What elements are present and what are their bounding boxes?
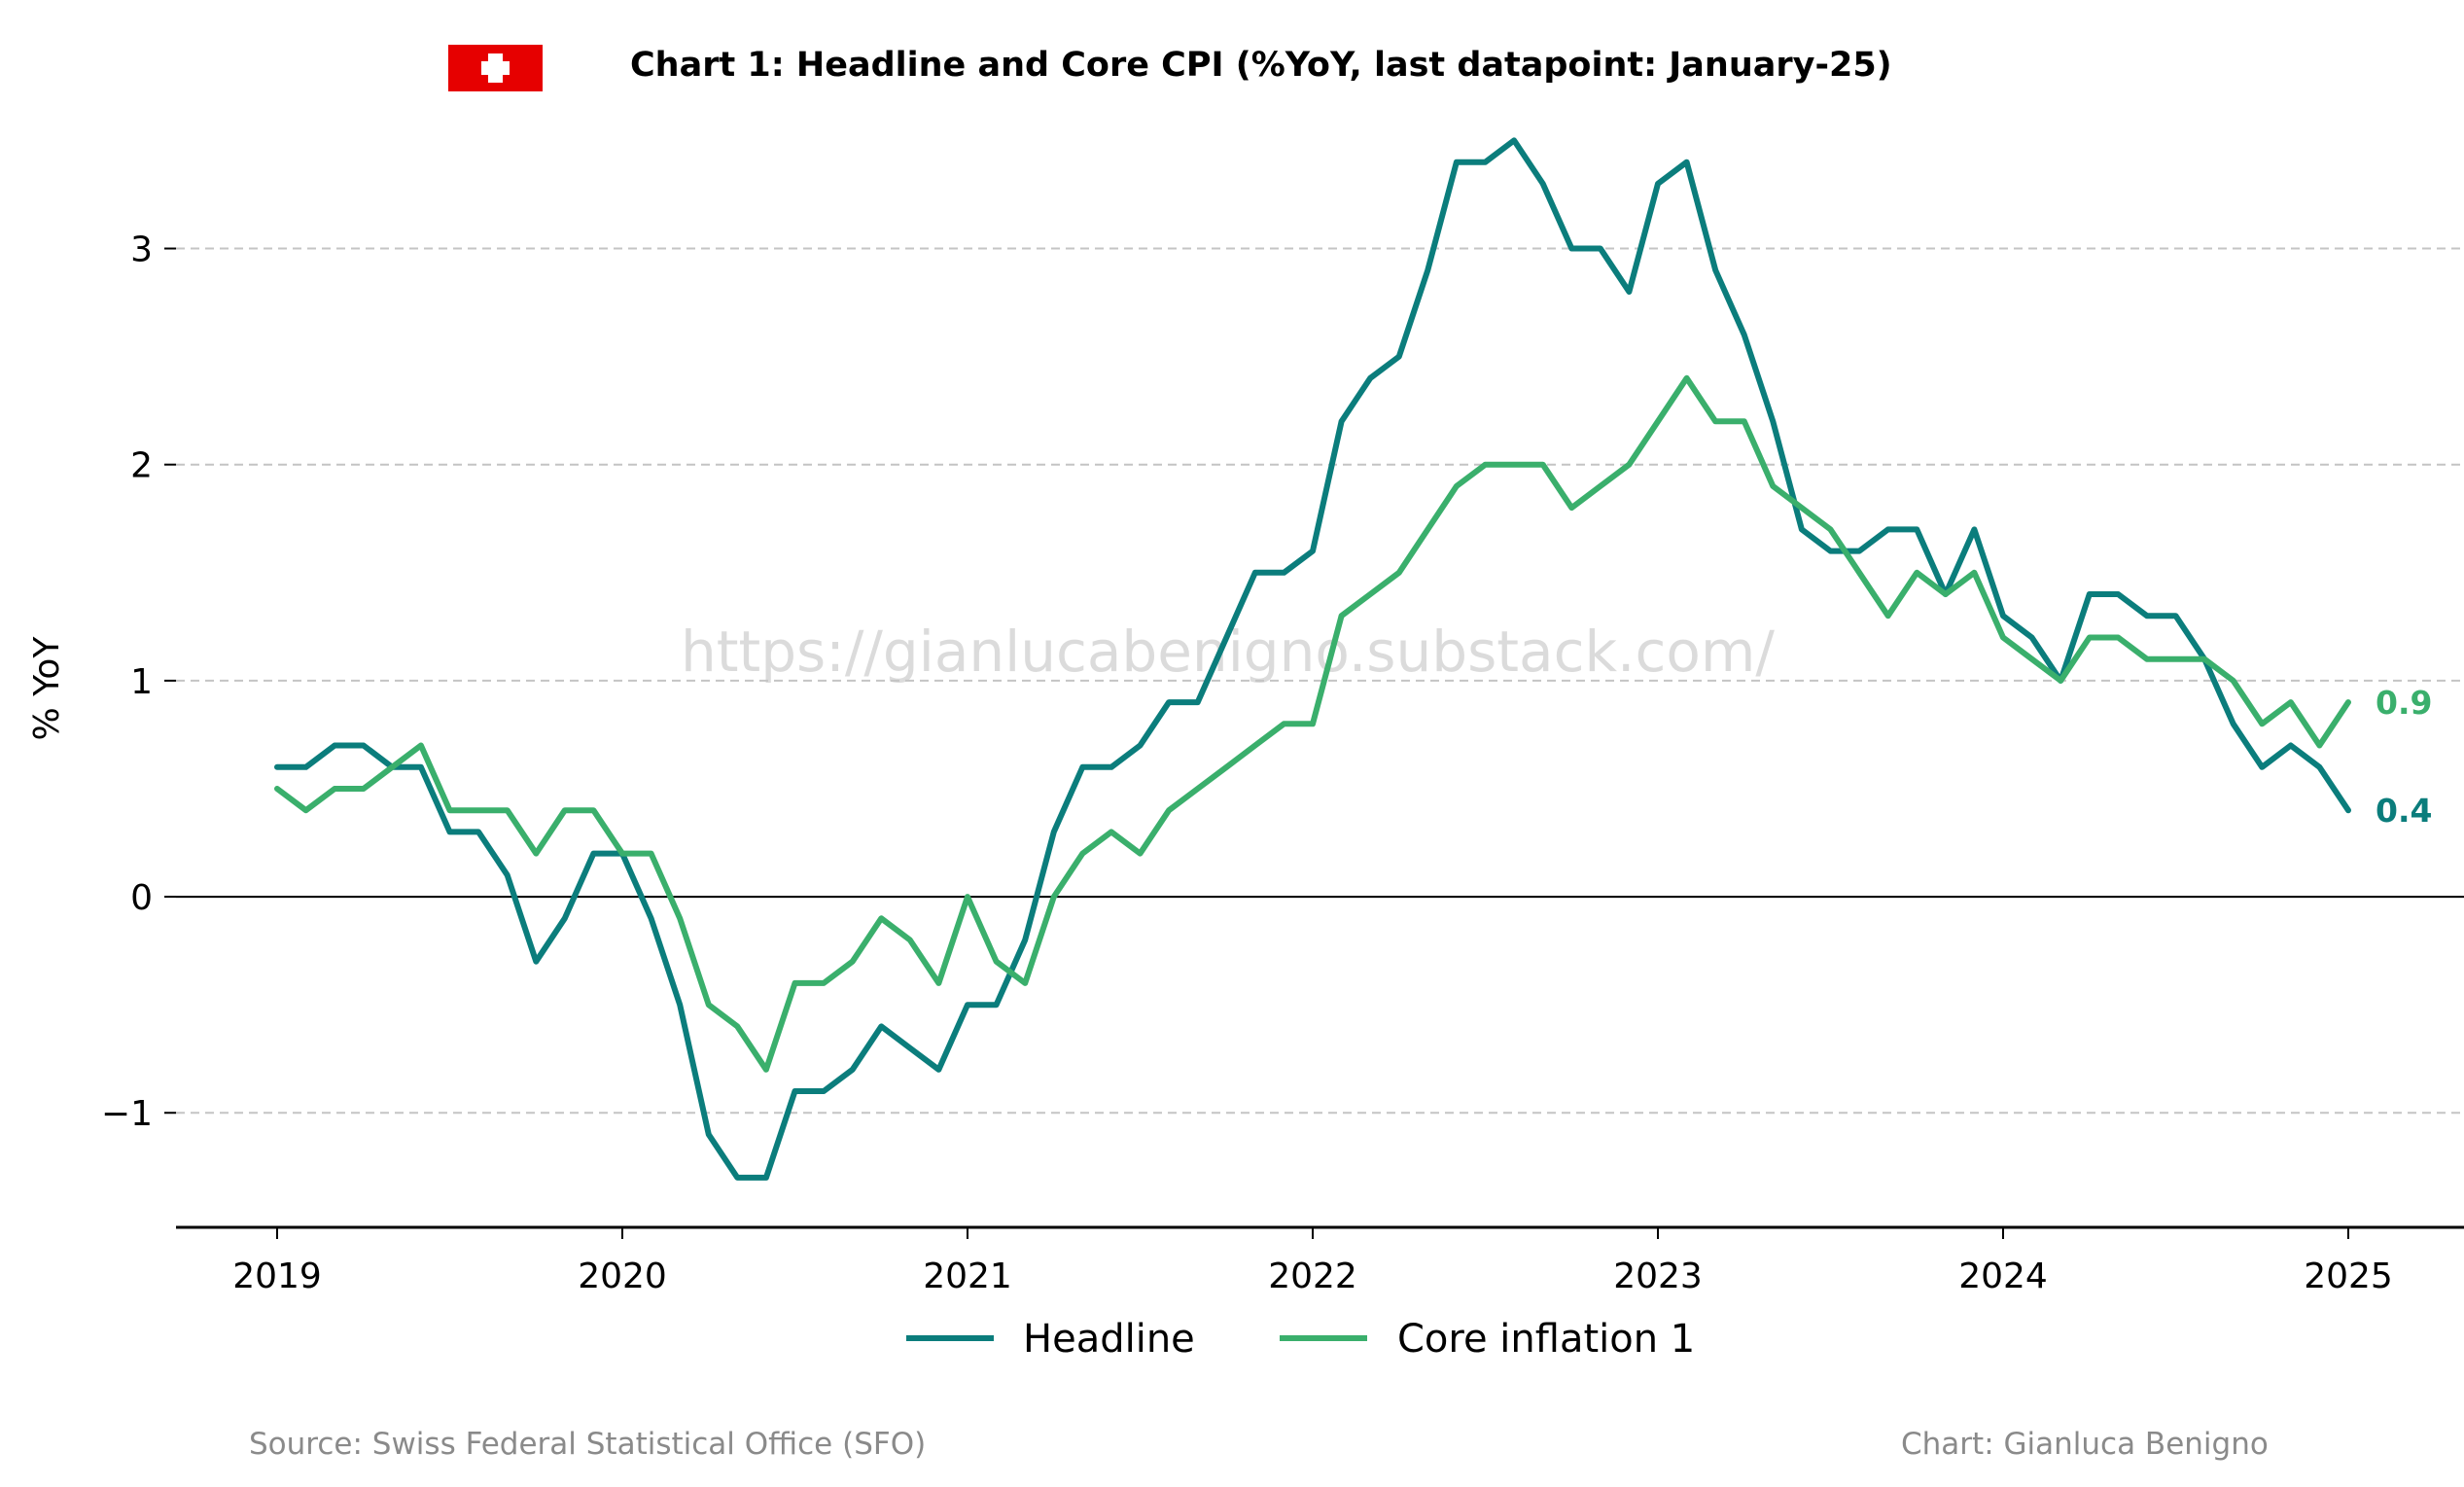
x-tick-label: 2020 [578, 1257, 667, 1296]
swiss-flag-icon [448, 45, 543, 91]
x-tick-label: 2025 [2304, 1257, 2393, 1296]
end-label-headline: 0.4 [2376, 792, 2432, 830]
legend: Headline Core inflation 1 [906, 1317, 1695, 1362]
y-axis-label: % YoY [27, 636, 67, 741]
y-tick-label: 0 [130, 878, 153, 918]
x-tick-label: 2019 [232, 1257, 322, 1296]
chart-credit: Chart: Gianluca Benigno [1901, 1427, 2269, 1462]
end-value-labels: 0.4 0.9 [2376, 684, 2432, 830]
y-tick-label: 1 [130, 662, 153, 702]
y-axis-tick-labels: −1 0 1 2 3 [101, 230, 176, 1134]
x-tick-label: 2021 [923, 1257, 1012, 1296]
y-tick-label: 3 [130, 230, 153, 270]
y-tick-label: −1 [101, 1094, 153, 1134]
series-line-core [274, 374, 2351, 1073]
legend-label-core: Core inflation 1 [1397, 1317, 1695, 1362]
grid-lines [176, 247, 2464, 1115]
y-tick-label: 2 [130, 446, 153, 486]
x-tick-label: 2022 [1268, 1257, 1357, 1296]
x-axis-ticks: 2019 2020 2021 2022 2023 2024 2025 [232, 1227, 2393, 1296]
x-tick-label: 2024 [1958, 1257, 2048, 1296]
end-label-core: 0.9 [2376, 684, 2432, 722]
source-note: Source: Swiss Federal Statistical Office… [249, 1427, 926, 1462]
series-lines [274, 137, 2351, 1181]
chart-title: Chart 1: Headline and Core CPI (%YoY, la… [630, 46, 1892, 85]
legend-label-headline: Headline [1023, 1317, 1195, 1362]
x-tick-label: 2023 [1613, 1257, 1703, 1296]
